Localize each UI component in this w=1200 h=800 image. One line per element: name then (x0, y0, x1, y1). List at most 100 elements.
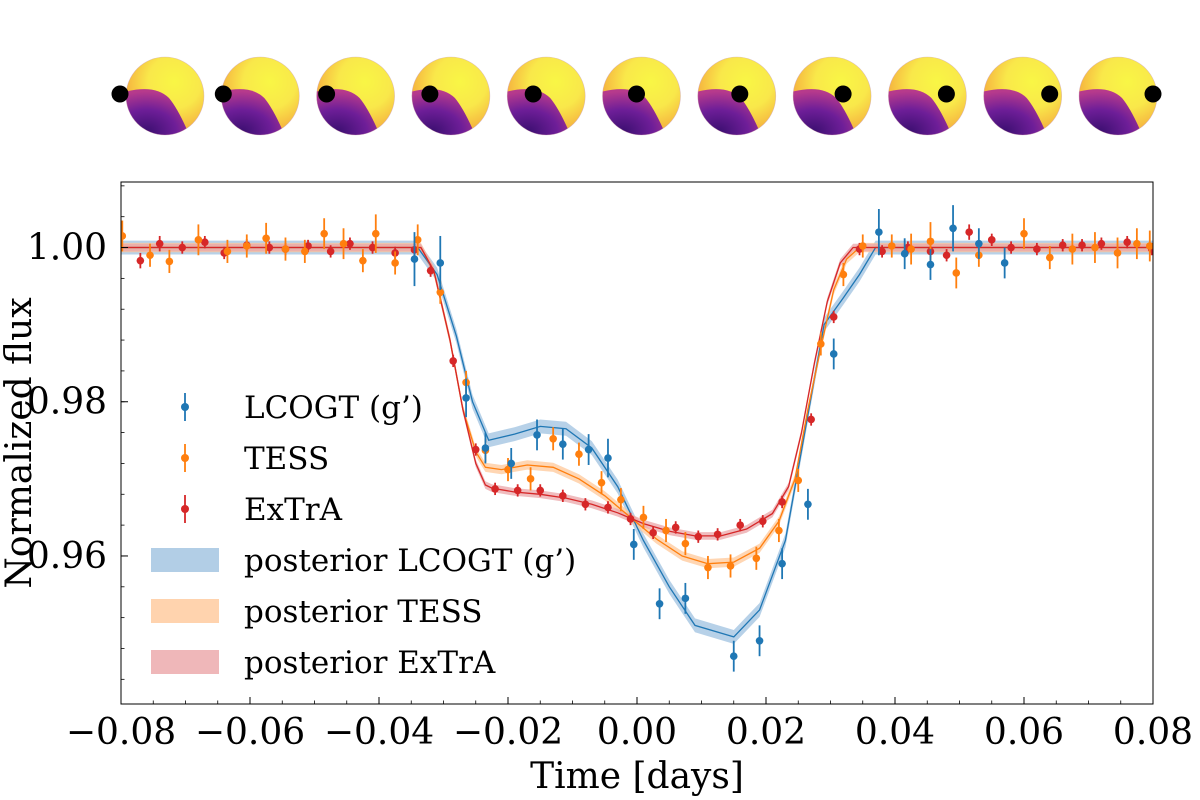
data-point-tess (1133, 239, 1141, 248)
x-tick-label: −0.04 (324, 712, 434, 753)
legend-marker-extra (181, 505, 189, 513)
data-point-tess (413, 236, 422, 244)
data-point-tess (242, 242, 251, 250)
data-point-tess (926, 237, 935, 246)
star-disk (316, 56, 395, 136)
data-point-extra (1058, 241, 1067, 250)
x-axis-label: Time [days] (530, 756, 744, 797)
data-point-lcogt (975, 239, 983, 248)
data-point-lcogt (829, 350, 838, 358)
data-point-extra (426, 266, 435, 275)
legend-label: LCOGT (g’) (244, 390, 423, 426)
data-point-lcogt (507, 459, 516, 468)
data-point-lcogt (681, 594, 690, 603)
legend-label: posterior LCOGT (g’) (244, 543, 576, 579)
data-point-tess (1020, 229, 1028, 238)
data-point-lcogt (1000, 259, 1009, 267)
star-limb (792, 56, 872, 136)
data-point-lcogt (436, 259, 445, 267)
x-tick-label: −0.06 (195, 712, 305, 753)
star-disk (602, 56, 681, 136)
data-point-extra (807, 415, 815, 424)
x-tick-label: −0.08 (66, 712, 176, 753)
data-point-extra (878, 247, 886, 256)
data-point-extra (536, 486, 545, 495)
data-point-tess (194, 236, 203, 244)
x-axis-ticks: −0.08 −0.06 −0.04 −0.02 0.00 0.02 0.04 0.06 0.08 (66, 697, 1193, 753)
data-point-extra (987, 236, 996, 244)
data-point-tess (681, 539, 690, 548)
star-limb (316, 56, 395, 136)
data-point-lcogt (533, 431, 541, 439)
planet-disk (421, 85, 439, 103)
data-point-extra (965, 228, 973, 236)
data-point-lcogt (629, 540, 638, 549)
data-point-tess (549, 434, 557, 443)
data-point-tess (952, 269, 961, 277)
star-disk (983, 56, 1063, 136)
data-point-extra (368, 243, 377, 252)
star-disk (214, 56, 300, 136)
data-point-tess (704, 563, 712, 572)
planet-disk (1041, 85, 1059, 103)
data-point-tess (121, 232, 127, 240)
data-points (121, 205, 1153, 672)
star-limb (602, 56, 681, 136)
star-limb (697, 56, 777, 136)
y-tick-label: 1.00 (27, 228, 107, 269)
data-point-extra (559, 492, 567, 500)
y-axis-ticks: 0.96 0.98 1.00 (27, 185, 128, 680)
data-point-tess (371, 229, 380, 238)
legend-label: posterior TESS (244, 594, 483, 630)
star-limb (888, 56, 967, 136)
data-point-lcogt (481, 444, 490, 452)
x-tick-label: 0.00 (597, 712, 677, 753)
series-tess (121, 214, 1153, 580)
data-point-tess (887, 242, 896, 250)
star-disk (697, 56, 777, 136)
data-point-tess (504, 465, 512, 474)
data-point-extra (265, 243, 274, 252)
data-point-tess (223, 247, 232, 256)
data-point-extra (829, 313, 838, 321)
data-point-tess (794, 476, 803, 485)
data-point-tess (281, 245, 290, 253)
planet-disk (731, 85, 749, 103)
data-point-extra (326, 247, 335, 256)
data-point-tess (726, 562, 735, 570)
x-tick-label: 0.06 (984, 712, 1064, 753)
data-point-extra (178, 243, 187, 252)
data-point-tess (320, 229, 328, 238)
legend: LCOGT (g’) TESS ExTrA posterior LCOGT (g’) p… (151, 390, 576, 681)
data-point-extra (1078, 241, 1086, 250)
data-point-tess (639, 513, 648, 522)
planet-disk (214, 85, 232, 103)
data-point-tess (907, 245, 915, 253)
data-point-tess (817, 340, 825, 348)
data-point-extra (581, 500, 590, 509)
series-extra (136, 224, 1153, 543)
data-point-tess (391, 259, 399, 267)
planet-disk (111, 85, 129, 103)
data-point-extra (604, 503, 612, 512)
star-disk (111, 56, 205, 136)
data-point-extra (778, 498, 786, 506)
data-point-tess (617, 495, 625, 504)
data-point-tess (575, 450, 583, 458)
data-point-tess (436, 288, 445, 297)
data-point-tess (301, 247, 309, 256)
star-disk (1078, 56, 1162, 136)
data-point-extra (1033, 245, 1041, 253)
legend-label: posterior ExTrA (244, 645, 496, 681)
x-tick-label: 0.02 (726, 712, 806, 753)
data-point-tess (1091, 243, 1099, 252)
plot-area (121, 205, 1153, 672)
star-disk-sequence (111, 56, 1162, 136)
data-point-tess (1046, 253, 1054, 262)
planet-disk (628, 85, 645, 103)
legend-band-extra (151, 650, 219, 674)
data-point-tess (839, 270, 848, 279)
data-point-tess (662, 526, 670, 535)
data-point-extra (1097, 239, 1106, 248)
